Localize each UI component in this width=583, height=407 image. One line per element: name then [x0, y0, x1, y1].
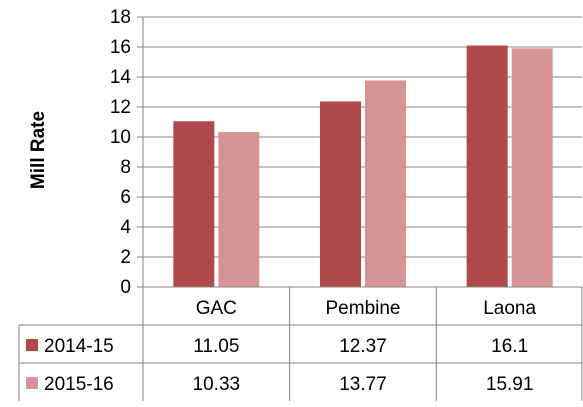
legend-key — [26, 339, 38, 351]
bar-2014-15-Laona — [466, 45, 508, 287]
category-label: Laona — [483, 298, 536, 319]
y-tick-label: 8 — [120, 157, 131, 178]
bar-2014-15-GAC — [173, 121, 215, 287]
data-label: 11.05 — [193, 336, 239, 357]
y-axis: 0 2 4 6 8 10 12 14 16 18 — [110, 7, 144, 298]
data-label: 12.37 — [339, 336, 387, 357]
bar-2015-16-GAC — [218, 132, 260, 287]
y-tick-label: 0 — [120, 277, 131, 298]
category-label: GAC — [196, 298, 237, 319]
y-tick-label: 6 — [120, 187, 131, 208]
y-tick-label: 2 — [120, 247, 131, 268]
y-tick-label: 10 — [110, 127, 131, 148]
y-tick-label: 18 — [110, 7, 131, 28]
data-table: GAC Pembine Laona 2014-15 11.05 12.37 16.1 2015… — [18, 286, 583, 401]
y-tick-label: 12 — [110, 97, 131, 118]
bars — [173, 45, 553, 287]
category-label: Pembine — [326, 298, 401, 319]
data-label: 13.77 — [339, 374, 387, 395]
y-tick-label: 16 — [110, 37, 131, 58]
data-label: 15.91 — [486, 374, 534, 395]
y-tick-label: 4 — [120, 217, 131, 238]
bar-2014-15-Pembine — [320, 101, 361, 287]
data-label: 10.33 — [193, 374, 241, 395]
bar-2015-16-Laona — [511, 48, 553, 287]
y-axis-title: Mill Rate — [28, 111, 49, 189]
gridlines — [143, 16, 582, 288]
legend-label: 2014-15 — [44, 336, 114, 357]
legend-label: 2015-16 — [44, 374, 114, 395]
legend-key — [26, 377, 38, 389]
bar-2015-16-Pembine — [365, 80, 406, 287]
y-tick-label: 14 — [110, 67, 132, 88]
data-label: 16.1 — [491, 336, 528, 357]
